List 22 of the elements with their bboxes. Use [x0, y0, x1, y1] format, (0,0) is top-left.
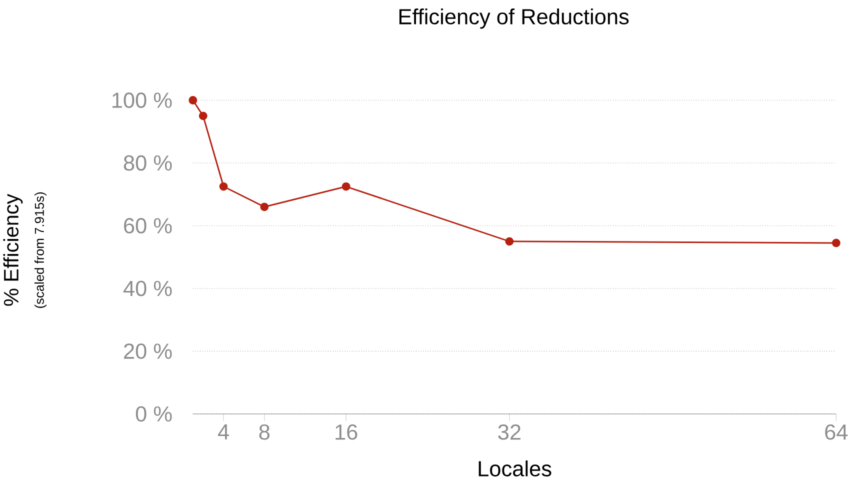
point: [505, 237, 514, 246]
x-tick-label: 32: [498, 424, 520, 440]
x-tick-label: 16: [336, 424, 358, 440]
text: (scaled from 7.915s): [34, 192, 46, 308]
x-axis-title: Locales: [478, 460, 552, 476]
point: [342, 182, 350, 191]
point: [832, 238, 840, 248]
y-axis-title: % Efficiency: [3, 194, 23, 306]
y-tick-label: 60 %: [124, 218, 172, 234]
point: [188, 96, 198, 104]
chart-title: Efficiency of Reductions: [399, 8, 629, 29]
y-tick-label: 40 %: [123, 280, 172, 296]
point: [260, 202, 269, 211]
point: [219, 182, 228, 191]
x-tick-label: 64: [825, 424, 848, 440]
x-tick-label: 8: [259, 424, 270, 440]
point: [198, 112, 208, 120]
x-tick-label: 4: [218, 424, 229, 440]
y-tick-label: 20 %: [124, 343, 172, 359]
y-tick-label: 100 %: [112, 92, 172, 108]
y-tick-label: 0 %: [136, 406, 172, 422]
y-tick-label: 80 %: [124, 155, 172, 171]
